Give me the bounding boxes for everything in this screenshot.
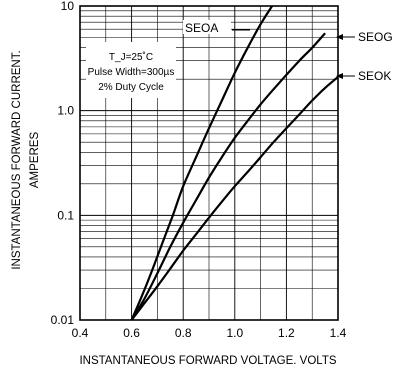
- y-tick-label: 0.1: [57, 208, 74, 222]
- plot-area-frame: [79, 5, 339, 321]
- seog-arrowhead: [336, 34, 343, 40]
- series-label-seok: SEOK: [358, 69, 391, 83]
- y-axis-title-line2: AMPERES: [29, 132, 41, 189]
- condition-pulse-width: Pulse Width=300µs: [88, 67, 175, 78]
- seok-arrowhead: [336, 73, 343, 79]
- conditions-box: [86, 42, 176, 98]
- condition-junction-temp: T_J=25˚C: [109, 51, 153, 63]
- x-axis-title: INSTANTANEOUS FORWARD VOLTAGE. VOLTS: [79, 355, 336, 367]
- series-line-seok: [130, 76, 338, 320]
- y-axis-title-line1: INSTANTANEOUS FORWARD CURRENT.: [11, 50, 23, 269]
- series-label-seoa: SEOA: [185, 21, 218, 35]
- x-tick-label: 1.0: [226, 326, 243, 340]
- y-axis-tick-labels: 0.01 0.1 1.0 10: [51, 0, 75, 327]
- y-tick-label: 0.01: [51, 313, 75, 327]
- x-tick-label: 0.4: [72, 326, 89, 340]
- x-tick-label: 1.2: [278, 326, 295, 340]
- seoa-label-bg: [183, 20, 231, 34]
- series-line-seoa: [130, 6, 274, 320]
- series-labels: SEOA SEOG SEOK: [183, 20, 393, 83]
- series-curves: [130, 6, 338, 320]
- x-tick-label: 1.4: [330, 326, 347, 340]
- x-tick-label: 0.8: [175, 326, 192, 340]
- x-axis-tick-labels: 0.4 0.6 0.8 1.0 1.2 1.4: [72, 326, 347, 340]
- condition-duty-cycle: 2% Duty Cycle: [98, 82, 164, 93]
- y-tick-label: 10: [61, 0, 75, 13]
- minor-gridlines: [80, 6, 338, 320]
- y-tick-label: 1.0: [57, 104, 74, 118]
- series-label-seog: SEOG: [358, 30, 393, 44]
- x-tick-label: 0.6: [123, 326, 140, 340]
- series-line-seog: [130, 32, 326, 320]
